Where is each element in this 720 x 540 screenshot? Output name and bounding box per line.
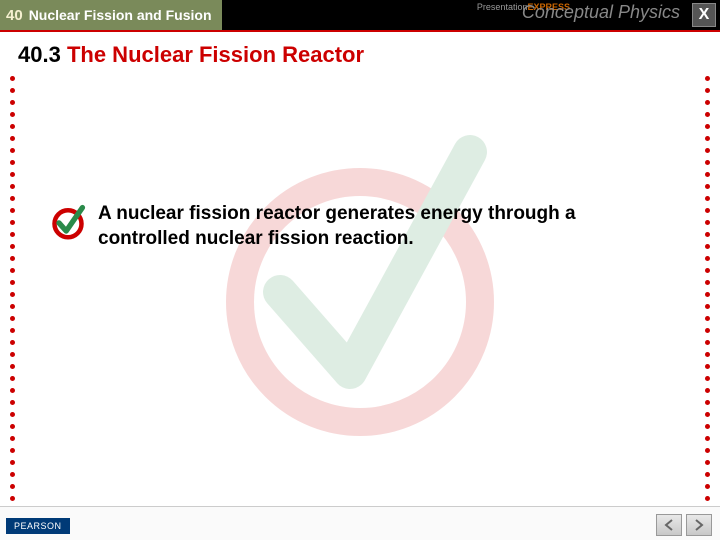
bullet-check-icon xyxy=(50,204,86,240)
close-icon: X xyxy=(699,6,710,24)
chapter-label: 40 Nuclear Fission and Fusion xyxy=(0,0,222,30)
next-button[interactable] xyxy=(686,514,712,536)
dotted-border-right xyxy=(705,76,710,482)
slide-title-text: The Nuclear Fission Reactor xyxy=(67,42,364,67)
publisher-logo: PEARSON xyxy=(6,518,70,534)
chevron-right-icon xyxy=(693,519,705,531)
chapter-title: Nuclear Fission and Fusion xyxy=(29,7,212,23)
footer-bar: PEARSON xyxy=(0,506,720,540)
brand-main: Conceptual Physics xyxy=(522,2,680,23)
prev-button[interactable] xyxy=(656,514,682,536)
chevron-left-icon xyxy=(663,519,675,531)
nav-buttons xyxy=(656,514,712,536)
header-bar: 40 Nuclear Fission and Fusion Presentati… xyxy=(0,0,720,30)
checkmark-watermark xyxy=(220,122,500,442)
chapter-number: 40 xyxy=(6,7,23,24)
close-button[interactable]: X xyxy=(692,3,716,27)
slide-title: 40.3 The Nuclear Fission Reactor xyxy=(18,42,702,68)
slide-content: 40.3 The Nuclear Fission Reactor A nucle… xyxy=(0,32,720,502)
body-row: A nuclear fission reactor generates ener… xyxy=(50,202,660,251)
slide-title-number: 40.3 xyxy=(18,42,61,67)
dotted-border-left xyxy=(10,76,15,482)
body-text: A nuclear fission reactor generates ener… xyxy=(98,202,660,251)
